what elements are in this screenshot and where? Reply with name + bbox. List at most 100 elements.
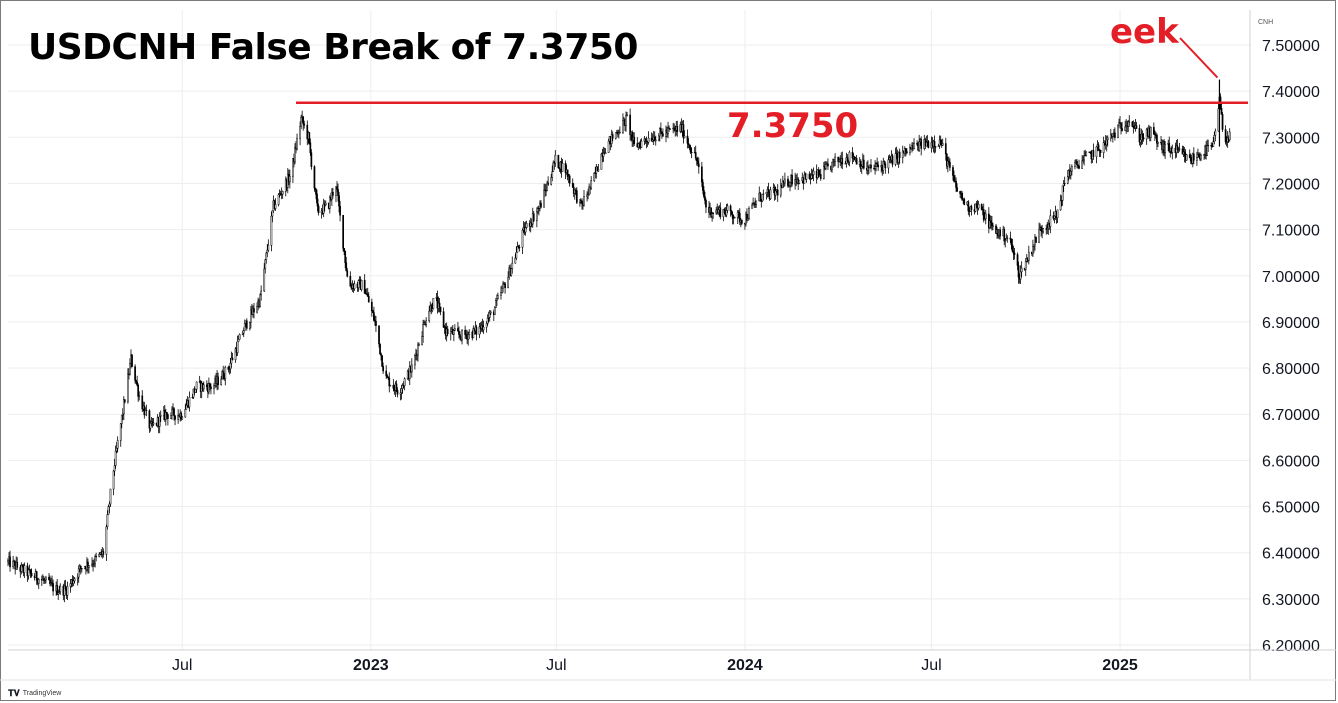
candle-body [1176, 145, 1179, 150]
candle-body [507, 276, 510, 289]
candle-body [779, 185, 782, 196]
candle-body [127, 373, 129, 403]
candle-body [557, 154, 560, 169]
candle-body [660, 128, 662, 132]
candle-body [337, 189, 339, 196]
candle-body [493, 307, 496, 315]
candle-body [1127, 121, 1130, 127]
candle-body [629, 114, 631, 135]
candle-body [115, 448, 118, 452]
y-tick-label: 6.90000 [1262, 315, 1320, 332]
candle-body [970, 206, 973, 210]
candle-body [389, 385, 392, 387]
candle-body [726, 205, 729, 211]
candle-body [618, 132, 620, 135]
candle-body [313, 166, 316, 189]
candle-body [457, 328, 459, 332]
branding[interactable]: 𝐓𝐕 TradingView [8, 688, 61, 699]
candle-body [1106, 137, 1109, 141]
candle-body [64, 585, 67, 589]
candle-body [234, 348, 237, 361]
candle-body [138, 395, 141, 397]
candle-body [604, 152, 607, 154]
candle-body [302, 116, 305, 125]
candle-body [1061, 185, 1064, 201]
candle-body [697, 163, 700, 168]
candle-body [87, 561, 89, 568]
candle-body [29, 569, 32, 574]
candle-body [69, 583, 72, 587]
candle-body [400, 388, 403, 394]
candle-body [310, 152, 313, 167]
candle-body [173, 408, 175, 416]
candle-body [274, 204, 277, 209]
candle-body [694, 152, 697, 159]
candle-body [568, 175, 571, 184]
candle-body [1139, 139, 1142, 143]
candle-body [682, 124, 685, 139]
candle-body [536, 211, 538, 221]
candle-body [732, 217, 735, 219]
candle-body [343, 248, 346, 252]
candle-body [366, 293, 369, 297]
candle-body [1069, 170, 1072, 176]
candle-body [937, 145, 940, 147]
candle-body [49, 579, 51, 584]
candle-body [851, 151, 854, 159]
candle-body [123, 399, 126, 403]
candle-body [1019, 271, 1022, 280]
candle-body [1084, 155, 1087, 157]
candle-body [486, 317, 489, 324]
candle-body [967, 201, 970, 212]
candle-body [909, 147, 911, 154]
candle-body [990, 220, 992, 224]
candle-body [1142, 137, 1145, 140]
candle-body [805, 173, 808, 180]
candle-body [551, 171, 554, 178]
candle-body [1077, 164, 1079, 167]
candle-body [1004, 239, 1007, 242]
candle-body [314, 187, 317, 191]
candle-body [392, 385, 395, 389]
candle-body [56, 585, 59, 595]
candle-body [876, 163, 878, 166]
candle-body [867, 166, 869, 171]
candle-body [185, 404, 188, 410]
candle-body [403, 378, 406, 386]
candle-body [454, 328, 456, 331]
candle-body [1156, 134, 1158, 144]
candle-body [934, 146, 937, 148]
candle-body [349, 275, 352, 287]
candle-body [827, 163, 829, 167]
candle-body [289, 176, 291, 183]
candle-body [515, 251, 518, 259]
candle-body [701, 166, 703, 183]
candle-body [654, 139, 657, 142]
candle-body [1059, 200, 1062, 211]
candle-body [688, 144, 691, 149]
candle-body [918, 141, 921, 151]
candle-body [1063, 182, 1066, 185]
candle-body [529, 222, 532, 227]
candle-body [495, 300, 497, 308]
candle-body [79, 565, 82, 569]
candle-body [1083, 155, 1086, 161]
candle-body [1009, 237, 1012, 240]
candle-body [1188, 154, 1191, 158]
candle-body [332, 192, 334, 196]
candle-body [222, 371, 225, 379]
candle-body [761, 193, 764, 202]
candle-body [581, 200, 583, 204]
candle-body [27, 569, 30, 577]
candle-body [1203, 154, 1205, 156]
candle-body [136, 381, 138, 386]
candle-body [428, 310, 431, 322]
candle-body [166, 412, 168, 415]
candle-body [992, 225, 994, 227]
candle-body [825, 164, 827, 169]
candle-body [1153, 127, 1155, 135]
candle-body [373, 312, 375, 321]
candle-body [516, 246, 519, 253]
candle-body [152, 422, 155, 425]
